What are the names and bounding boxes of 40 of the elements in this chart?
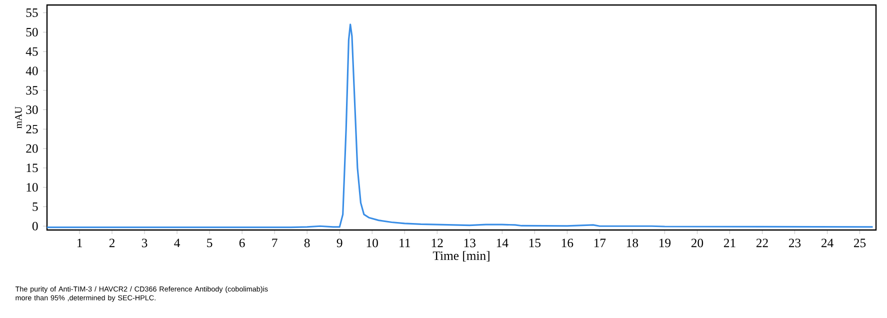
x-tick-label: 22 xyxy=(756,238,768,248)
x-tick-label: 21 xyxy=(724,238,736,248)
x-tick-label: 4 xyxy=(174,238,180,248)
x-tick-label: 18 xyxy=(626,238,638,248)
y-tick-label: 5 xyxy=(32,202,38,211)
y-tick-label: 15 xyxy=(26,164,38,172)
y-tick-label: 45 xyxy=(26,47,38,56)
x-tick-label: 19 xyxy=(659,238,671,248)
y-tick-label: 30 xyxy=(26,105,38,114)
x-tick-label: 17 xyxy=(594,238,606,248)
x-tick-label: 16 xyxy=(562,238,574,248)
x-tick-label: 24 xyxy=(821,238,834,248)
y-tick-label: 0 xyxy=(32,222,38,230)
y-tick-label: 40 xyxy=(26,66,38,76)
x-tick-label: 12 xyxy=(432,238,443,248)
y-tick-label: 55 xyxy=(26,8,38,17)
y-tick-label: 25 xyxy=(26,124,38,134)
x-tick-label: 6 xyxy=(239,238,245,248)
x-tick-label: 14 xyxy=(496,238,508,248)
x-tick-label: 5 xyxy=(207,238,212,248)
y-tick-label: 10 xyxy=(26,183,38,192)
x-tick-label: 7 xyxy=(272,238,278,248)
x-axis-title: Time [min] xyxy=(432,251,490,262)
x-tick-label: 11 xyxy=(400,238,410,248)
x-tick-label: 10 xyxy=(366,238,378,248)
x-tick-label: 9 xyxy=(336,238,342,248)
x-tick-label: 2 xyxy=(109,238,115,248)
x-tick-label: 13 xyxy=(464,238,476,248)
x-tick-label: 23 xyxy=(788,238,801,248)
x-tick-label: 8 xyxy=(304,238,310,248)
x-tick-label: 3 xyxy=(142,238,148,248)
line-series xyxy=(47,24,874,228)
y-tick-label: 50 xyxy=(26,28,38,36)
x-tick-label: 20 xyxy=(691,238,704,248)
y-axis-title: mAU xyxy=(15,106,22,128)
y-tick-label: 35 xyxy=(26,86,38,95)
y-tick-label: 20 xyxy=(26,144,38,153)
x-tick-label: 25 xyxy=(854,238,866,248)
x-tick-label: 15 xyxy=(529,238,540,248)
x-tick-label: 1 xyxy=(77,238,82,248)
